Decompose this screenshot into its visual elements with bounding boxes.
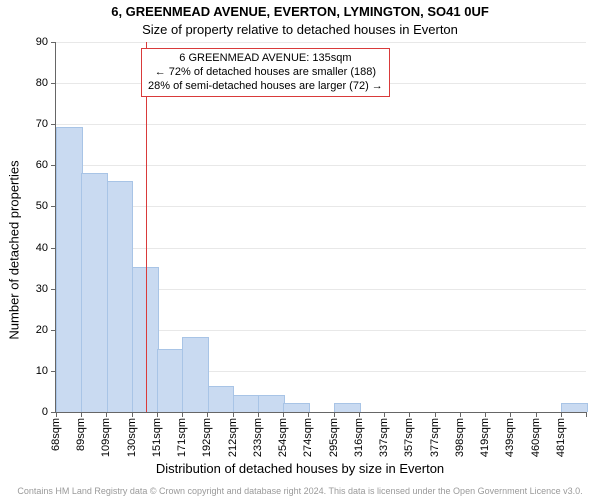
x-tick-label: 439sqm	[504, 418, 516, 457]
x-tick	[359, 412, 360, 417]
annotation-line-3: 28% of semi-detached houses are larger (…	[148, 80, 383, 94]
x-tick	[258, 412, 259, 417]
x-tick-label: 212sqm	[227, 418, 239, 457]
histogram-bar	[258, 395, 285, 412]
x-tick-label: 68sqm	[50, 418, 62, 451]
x-tick	[308, 412, 309, 417]
x-tick-label: 295sqm	[328, 418, 340, 457]
y-tick-label: 60	[36, 159, 56, 171]
x-tick	[561, 412, 562, 417]
x-tick-label: 398sqm	[454, 418, 466, 457]
x-tick-label: 171sqm	[176, 418, 188, 457]
x-tick	[233, 412, 234, 417]
x-tick-label: 109sqm	[100, 418, 112, 457]
histogram-bar	[81, 173, 108, 412]
x-tick-label: 151sqm	[151, 418, 163, 457]
x-tick	[56, 412, 57, 417]
x-tick-label: 192sqm	[201, 418, 213, 457]
x-tick	[409, 412, 410, 417]
footer-text: Contains HM Land Registry data © Crown c…	[0, 486, 600, 496]
x-tick-label: 357sqm	[403, 418, 415, 457]
x-tick	[207, 412, 208, 417]
x-tick	[81, 412, 82, 417]
gridline	[56, 124, 586, 125]
x-tick-label: 419sqm	[479, 418, 491, 457]
y-tick-label: 80	[36, 77, 56, 89]
y-tick-label: 70	[36, 118, 56, 130]
x-tick	[435, 412, 436, 417]
histogram-bar	[283, 403, 310, 412]
x-tick-label: 460sqm	[530, 418, 542, 457]
y-tick-label: 90	[36, 36, 56, 48]
y-tick-label: 10	[36, 365, 56, 377]
y-tick-label: 40	[36, 242, 56, 254]
x-tick	[384, 412, 385, 417]
x-tick	[586, 412, 587, 417]
x-tick-label: 130sqm	[126, 418, 138, 457]
chart-container: 6, GREENMEAD AVENUE, EVERTON, LYMINGTON,…	[0, 0, 600, 500]
histogram-bar	[208, 386, 235, 412]
x-tick	[132, 412, 133, 417]
x-tick-label: 337sqm	[378, 418, 390, 457]
annotation-box: 6 GREENMEAD AVENUE: 135sqm ← 72% of deta…	[141, 48, 390, 97]
property-marker-line	[146, 42, 147, 412]
x-tick-label: 254sqm	[277, 418, 289, 457]
histogram-bar	[56, 127, 83, 412]
histogram-bar	[334, 403, 361, 412]
y-axis-label: Number of detached properties	[7, 160, 22, 339]
x-tick	[106, 412, 107, 417]
histogram-bar	[157, 349, 184, 412]
y-tick-label: 30	[36, 283, 56, 295]
gridline	[56, 206, 586, 207]
histogram-bar	[561, 403, 588, 412]
histogram-bar	[107, 181, 134, 412]
x-tick	[182, 412, 183, 417]
annotation-line-2: ← 72% of detached houses are smaller (18…	[148, 66, 383, 80]
plot-area: 010203040506070809068sqm89sqm109sqm130sq…	[55, 42, 586, 413]
x-tick	[334, 412, 335, 417]
histogram-bar	[182, 337, 209, 412]
chart-title-address: 6, GREENMEAD AVENUE, EVERTON, LYMINGTON,…	[0, 4, 600, 19]
x-tick-label: 377sqm	[429, 418, 441, 457]
x-tick	[157, 412, 158, 417]
chart-title-subtitle: Size of property relative to detached ho…	[0, 22, 600, 37]
gridline	[56, 42, 586, 43]
x-axis-label: Distribution of detached houses by size …	[0, 461, 600, 476]
x-tick	[536, 412, 537, 417]
x-tick-label: 316sqm	[353, 418, 365, 457]
annotation-line-1: 6 GREENMEAD AVENUE: 135sqm	[148, 52, 383, 66]
histogram-bar	[233, 395, 260, 412]
x-tick-label: 274sqm	[302, 418, 314, 457]
y-tick-label: 20	[36, 324, 56, 336]
gridline	[56, 165, 586, 166]
x-tick	[460, 412, 461, 417]
x-tick-label: 233sqm	[252, 418, 264, 457]
x-tick	[510, 412, 511, 417]
y-tick-label: 0	[42, 406, 56, 418]
gridline	[56, 248, 586, 249]
x-tick	[485, 412, 486, 417]
x-tick-label: 481sqm	[555, 418, 567, 457]
x-tick-label: 89sqm	[75, 418, 87, 451]
y-tick-label: 50	[36, 200, 56, 212]
x-tick	[283, 412, 284, 417]
